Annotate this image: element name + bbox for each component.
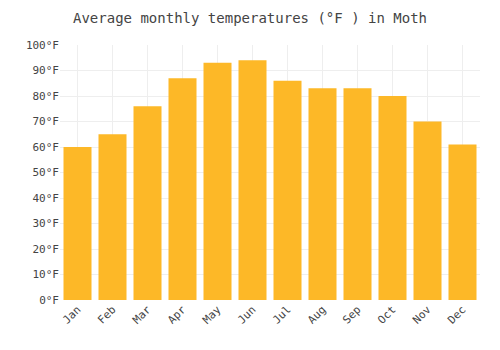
- svg-text:80°F: 80°F: [33, 90, 60, 103]
- svg-text:Jun: Jun: [235, 303, 258, 326]
- svg-text:40°F: 40°F: [33, 192, 60, 205]
- svg-text:Average monthly temperatures (: Average monthly temperatures (°F ) in Mo…: [73, 10, 427, 26]
- svg-text:Jul: Jul: [270, 303, 293, 326]
- svg-text:30°F: 30°F: [33, 217, 60, 230]
- svg-text:10°F: 10°F: [33, 268, 60, 281]
- svg-text:Oct: Oct: [375, 303, 398, 326]
- svg-text:Aug: Aug: [305, 303, 328, 326]
- svg-text:May: May: [200, 303, 224, 327]
- svg-text:Nov: Nov: [410, 303, 434, 327]
- svg-text:70°F: 70°F: [33, 115, 60, 128]
- svg-text:Apr: Apr: [165, 303, 189, 327]
- svg-text:90°F: 90°F: [33, 64, 60, 77]
- svg-text:20°F: 20°F: [33, 243, 60, 256]
- svg-text:60°F: 60°F: [33, 141, 60, 154]
- svg-text:50°F: 50°F: [33, 166, 60, 179]
- svg-text:0°F: 0°F: [39, 294, 59, 307]
- svg-text:Mar: Mar: [130, 303, 154, 327]
- svg-text:Jan: Jan: [60, 303, 83, 326]
- svg-text:Sep: Sep: [340, 303, 363, 326]
- svg-text:Dec: Dec: [445, 303, 468, 326]
- svg-text:Feb: Feb: [95, 303, 118, 326]
- svg-text:100°F: 100°F: [26, 39, 59, 52]
